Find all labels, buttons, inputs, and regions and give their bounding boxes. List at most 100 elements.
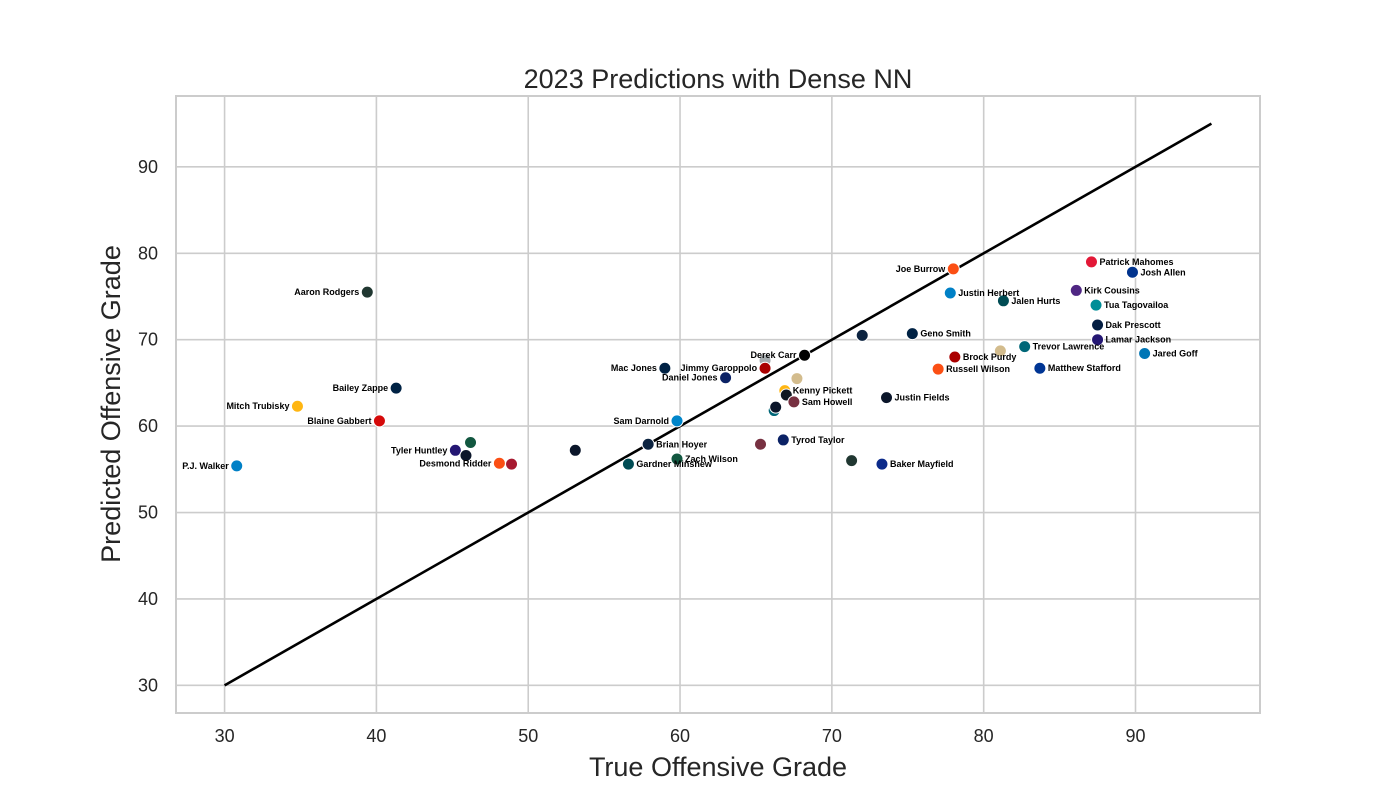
y-tick-label: 30 <box>138 675 158 695</box>
data-point <box>996 294 1010 308</box>
x-tick-label: 70 <box>822 726 842 746</box>
point-label: Jared Goff <box>1153 349 1199 359</box>
y-tick-label: 70 <box>138 330 158 350</box>
point-label: Justin Fields <box>895 393 950 403</box>
point-label: Mitch Trubisky <box>226 401 289 411</box>
point-label: Desmond Ridder <box>419 458 492 468</box>
data-point <box>464 436 478 450</box>
x-tick-label: 80 <box>974 726 994 746</box>
data-point <box>670 414 684 428</box>
point-label: Kirk Cousins <box>1084 285 1140 295</box>
x-tick-label: 60 <box>670 726 690 746</box>
data-point <box>855 328 869 342</box>
data-point <box>1091 333 1105 347</box>
data-point <box>290 399 304 413</box>
data-point <box>1069 283 1083 297</box>
data-point <box>875 457 889 471</box>
plot-frame <box>175 95 1261 714</box>
data-point <box>389 381 403 395</box>
point-label: Derek Carr <box>751 350 798 360</box>
data-point <box>1138 347 1152 361</box>
data-point <box>931 362 945 376</box>
reference-line <box>223 122 1213 687</box>
point-label: Dak Prescott <box>1106 320 1161 330</box>
data-point <box>1018 340 1032 354</box>
data-point <box>641 437 655 451</box>
point-label: Trevor Lawrence <box>1033 342 1105 352</box>
data-point <box>993 344 1007 358</box>
data-point <box>787 395 801 409</box>
data-point <box>719 371 733 385</box>
data-point <box>798 348 812 362</box>
point-label: Justin Herbert <box>958 288 1019 298</box>
point-label: Baker Mayfield <box>890 459 954 469</box>
data-point <box>568 443 582 457</box>
data-point <box>1089 298 1103 312</box>
y-tick-labels: 30 40 50 60 70 80 90 <box>138 157 158 695</box>
data-point <box>459 448 473 462</box>
point-label: Matthew Stafford <box>1048 363 1121 373</box>
y-gridlines <box>176 166 1260 687</box>
point-label: Patrick Mahomes <box>1099 257 1173 267</box>
x-tick-label: 50 <box>518 726 538 746</box>
x-tick-label: 90 <box>1125 726 1145 746</box>
point-label: Jalen Hurts <box>1011 296 1060 306</box>
data-point <box>790 372 804 386</box>
data-point <box>769 400 783 414</box>
point-label: Aaron Rodgers <box>294 287 359 297</box>
point-label: Sam Darnold <box>613 416 669 426</box>
y-tick-label: 50 <box>138 503 158 523</box>
x-tick-labels: 30 40 50 60 70 80 90 <box>215 726 1146 746</box>
point-label: P.J. Walker <box>182 461 229 471</box>
point-labels: P.J. Walker Mitch Trubisky Aaron Rodgers Bl… <box>182 257 1198 471</box>
point-label: Lamar Jackson <box>1106 335 1172 345</box>
point-label: Tua Tagovailoa <box>1104 300 1169 310</box>
data-point <box>230 459 244 473</box>
x-gridlines <box>223 96 1137 713</box>
data-point <box>776 433 790 447</box>
data-point <box>880 391 894 405</box>
data-point <box>360 285 374 299</box>
data-point <box>1084 255 1098 269</box>
x-axis-title: True Offensive Grade <box>589 752 847 782</box>
point-label: Mac Jones <box>611 363 657 373</box>
y-tick-label: 40 <box>138 589 158 609</box>
y-tick-label: 60 <box>138 416 158 436</box>
data-point <box>670 452 684 466</box>
point-label: Sam Howell <box>802 397 853 407</box>
point-label: Kenny Pickett <box>793 386 853 396</box>
point-label: Jimmy Garoppolo <box>681 363 758 373</box>
point-label: Russell Wilson <box>946 364 1010 374</box>
data-point <box>1091 318 1105 332</box>
point-label: Daniel Jones <box>662 373 718 383</box>
data-point <box>658 361 672 375</box>
data-point <box>905 327 919 341</box>
point-label: Joe Burrow <box>896 264 947 274</box>
data-point <box>372 414 386 428</box>
data-points <box>230 255 1152 473</box>
data-point <box>1125 265 1139 279</box>
point-label: Tyler Huntley <box>391 445 447 455</box>
data-point <box>492 456 506 470</box>
point-label: Brock Purdy <box>963 352 1017 362</box>
x-tick-label: 40 <box>366 726 386 746</box>
y-tick-label: 90 <box>138 157 158 177</box>
data-point <box>448 443 462 457</box>
point-label: Josh Allen <box>1140 267 1185 277</box>
point-label: Bailey Zappe <box>333 383 389 393</box>
chart-title: 2023 Predictions with Dense NN <box>524 64 913 94</box>
x-tick-label: 30 <box>215 726 235 746</box>
data-point <box>943 286 957 300</box>
data-point <box>758 361 772 375</box>
data-point <box>948 350 962 364</box>
y-axis-title: Predicted Offensive Grade <box>96 245 126 563</box>
data-point <box>621 457 635 471</box>
point-label: Zach Wilson <box>685 454 738 464</box>
point-label: Geno Smith <box>920 329 971 339</box>
point-label: Tyrod Taylor <box>791 435 845 445</box>
point-label: Brian Hoyer <box>656 439 708 449</box>
data-point <box>754 437 768 451</box>
point-label: Gardner Minshew <box>636 459 713 469</box>
point-label: Blaine Gabbert <box>307 416 371 426</box>
